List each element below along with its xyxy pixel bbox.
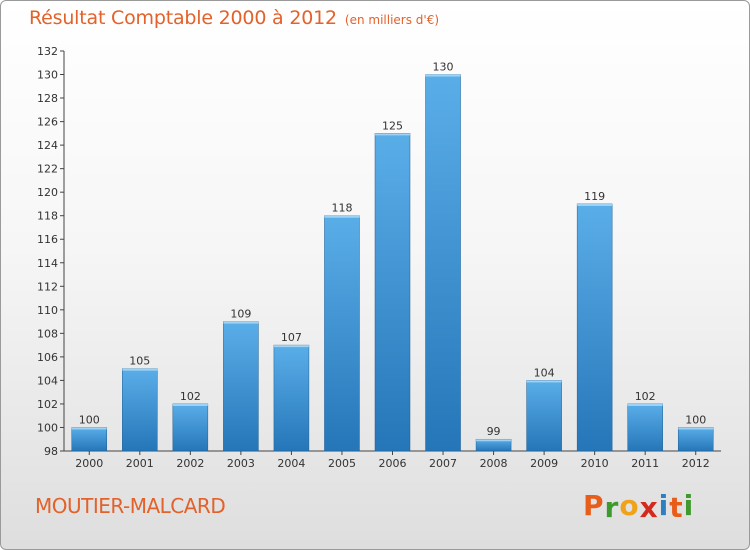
y-tick-label: 120: [37, 186, 58, 199]
y-tick-label: 110: [37, 304, 58, 317]
bar-highlight: [223, 321, 259, 324]
x-tick-label: 2009: [530, 457, 558, 470]
x-tick-label: 2011: [631, 457, 659, 470]
y-tick-label: 114: [37, 257, 58, 270]
bar-2006: [374, 133, 411, 452]
bar-value-label: 102: [180, 390, 201, 403]
bar-highlight: [375, 133, 410, 136]
y-tick-label: 104: [37, 374, 58, 387]
bar-highlight: [627, 403, 663, 406]
bar-value-label: 130: [433, 61, 454, 74]
bar-value-label: 118: [331, 202, 352, 215]
bar-2003: [223, 321, 259, 452]
bar-value-label: 99: [487, 425, 501, 438]
x-tick-label: 2000: [75, 457, 103, 470]
y-tick-label: 116: [37, 233, 58, 246]
y-tick-label: 126: [37, 116, 58, 129]
bar-2004: [273, 344, 310, 452]
y-tick-label: 130: [37, 69, 58, 82]
x-tick-label: 2002: [176, 457, 204, 470]
y-tick-label: 100: [37, 421, 58, 434]
logo-letter: o: [619, 489, 640, 522]
x-tick-label: 2010: [581, 457, 609, 470]
bar-2009: [526, 380, 562, 452]
commune-name: MOUTIER-MALCARD: [35, 494, 226, 518]
logo-letter: t: [669, 491, 684, 524]
bar-value-label: 105: [129, 355, 150, 368]
bar-highlight: [526, 380, 562, 383]
bar-2010: [576, 203, 613, 452]
logo-letter: P: [583, 489, 605, 522]
bar-value-label: 109: [230, 308, 251, 321]
x-tick-label: 2007: [429, 457, 457, 470]
x-tick-label: 2006: [379, 457, 407, 470]
y-tick-label: 118: [37, 210, 58, 223]
bar-value-label: 100: [79, 413, 100, 426]
logo-letter: i: [683, 489, 695, 522]
bar-2011: [627, 403, 663, 452]
logo-letter: r: [604, 491, 620, 524]
bar-highlight: [273, 345, 309, 348]
bar-highlight: [476, 439, 512, 442]
chart-title: Résultat Comptable 2000 à 2012 (en millie…: [29, 7, 439, 29]
chart-title-unit: (en milliers d'€): [344, 13, 440, 27]
bar-highlight: [678, 427, 714, 430]
y-tick-label: 106: [37, 351, 58, 364]
x-tick-label: 2012: [682, 457, 710, 470]
bar-value-label: 100: [685, 413, 706, 426]
y-tick-label: 98: [44, 445, 58, 458]
bar-value-label: 125: [382, 119, 403, 132]
bar-highlight: [122, 368, 158, 371]
proxiti-logo: Proxiti: [583, 489, 695, 524]
y-tick-label: 112: [37, 280, 58, 293]
x-tick-label: 2001: [126, 457, 154, 470]
logo-letter: x: [639, 491, 659, 524]
y-tick-label: 128: [37, 92, 58, 105]
bar-value-label: 104: [534, 366, 555, 379]
chart-bars: 100 105 102 109 107 118 125 130 99 104 119 102 100: [71, 61, 714, 452]
bar-2002: [172, 403, 209, 452]
x-tick-label: 2004: [277, 457, 305, 470]
x-tick-label: 2008: [480, 457, 508, 470]
bar-highlight: [172, 403, 208, 406]
x-tick-label: 2005: [328, 457, 356, 470]
y-tick-label: 132: [37, 45, 58, 58]
y-tick-label: 122: [37, 163, 58, 176]
bar-highlight: [425, 74, 461, 77]
bar-value-label: 102: [635, 390, 656, 403]
y-tick-label: 102: [37, 398, 58, 411]
chart-title-main: Résultat Comptable 2000 à 2012: [29, 7, 337, 29]
y-tick-label: 124: [37, 139, 58, 152]
bar-value-label: 107: [281, 331, 302, 344]
bar-2012: [677, 427, 714, 452]
logo-letter: i: [658, 489, 670, 522]
bar-highlight: [324, 215, 360, 218]
bar-value-label: 119: [584, 190, 605, 203]
bar-2005: [324, 215, 360, 452]
y-tick-label: 108: [37, 327, 58, 340]
bar-2007: [425, 74, 461, 452]
bar-highlight: [71, 427, 107, 430]
bar-highlight: [577, 203, 613, 206]
bar-2001: [122, 368, 158, 452]
x-tick-label: 2003: [227, 457, 255, 470]
bar-2000: [71, 427, 108, 452]
